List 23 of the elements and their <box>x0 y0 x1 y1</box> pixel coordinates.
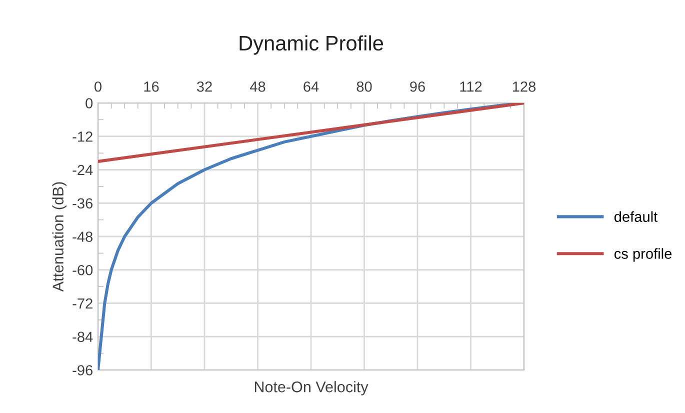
x-axis-title: Note-On Velocity <box>254 381 368 396</box>
chart-title: Dynamic Profile <box>240 35 384 55</box>
y-axis-title: Attenuation (dB) <box>52 182 66 292</box>
y-tick-label: -60 <box>72 264 93 276</box>
x-tick-label: 16 <box>144 81 159 92</box>
x-tick-label: 64 <box>304 81 319 92</box>
x-tick-label: 48 <box>250 81 266 92</box>
y-tick-label: -84 <box>72 332 93 342</box>
y-tick-label: 0 <box>86 98 93 108</box>
x-tick-label: 112 <box>460 81 482 92</box>
x-tick-label: 96 <box>410 81 425 92</box>
x-tick-label: 128 <box>512 81 536 92</box>
x-tick-label: 32 <box>196 81 212 92</box>
y-tick-label: -24 <box>72 164 93 176</box>
y-tick-label: -12 <box>72 131 92 142</box>
legend-label: cs profile <box>614 248 672 262</box>
x-tick-label: 0 <box>94 81 102 92</box>
y-tick-label: -36 <box>72 198 92 209</box>
legend-label: default <box>614 211 658 222</box>
x-tick-label: 80 <box>356 81 372 92</box>
y-tick-label: -48 <box>72 232 93 242</box>
y-tick-label: -72 <box>72 298 92 309</box>
y-tick-label: -96 <box>72 365 92 376</box>
